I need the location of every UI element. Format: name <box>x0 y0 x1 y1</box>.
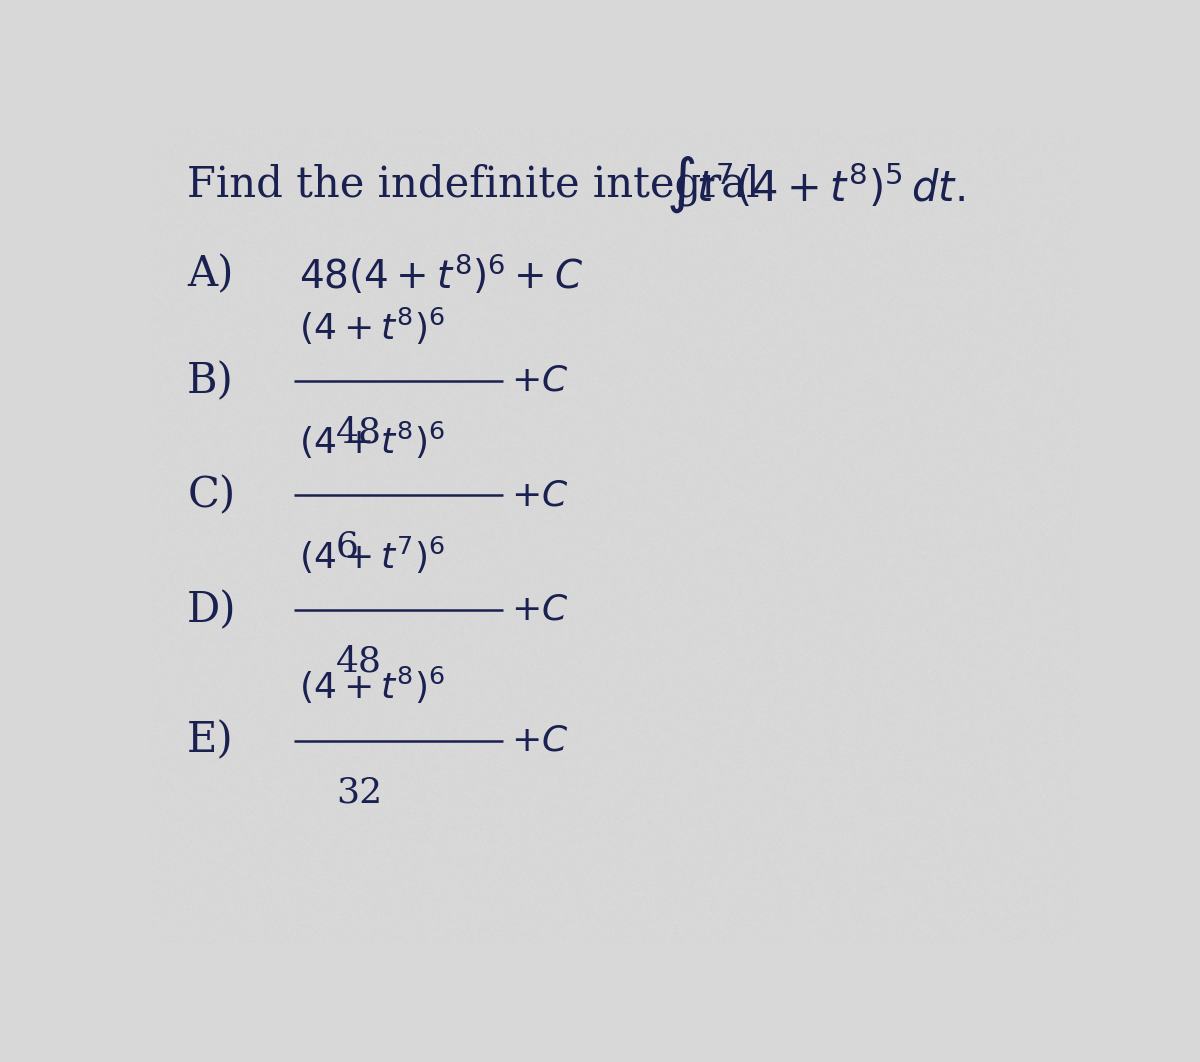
Text: $(4+t^8)^6$: $(4+t^8)^6$ <box>299 665 445 706</box>
Text: 6: 6 <box>336 530 359 564</box>
Text: A): A) <box>187 254 234 295</box>
Text: $(4+t^7)^6$: $(4+t^7)^6$ <box>299 534 445 576</box>
Text: Find the indefinite integral: Find the indefinite integral <box>187 164 773 206</box>
Text: $+C$: $+C$ <box>511 478 569 513</box>
Text: $+C$: $+C$ <box>511 593 569 627</box>
Text: 48: 48 <box>336 415 382 449</box>
Text: E): E) <box>187 720 234 761</box>
Text: B): B) <box>187 360 234 401</box>
Text: $+C$: $+C$ <box>511 723 569 758</box>
Text: $\int t^7(4+t^8)^5\,dt.$: $\int t^7(4+t^8)^5\,dt.$ <box>666 154 965 215</box>
Text: $(4+t^8)^6$: $(4+t^8)^6$ <box>299 419 445 461</box>
Text: 48: 48 <box>336 645 382 679</box>
Text: $+C$: $+C$ <box>511 364 569 398</box>
Text: $48(4+t^8)^6+C$: $48(4+t^8)^6+C$ <box>299 253 583 297</box>
Text: 32: 32 <box>336 775 382 809</box>
Text: D): D) <box>187 589 236 631</box>
Text: $(4+t^8)^6$: $(4+t^8)^6$ <box>299 306 445 346</box>
Text: C): C) <box>187 475 235 516</box>
